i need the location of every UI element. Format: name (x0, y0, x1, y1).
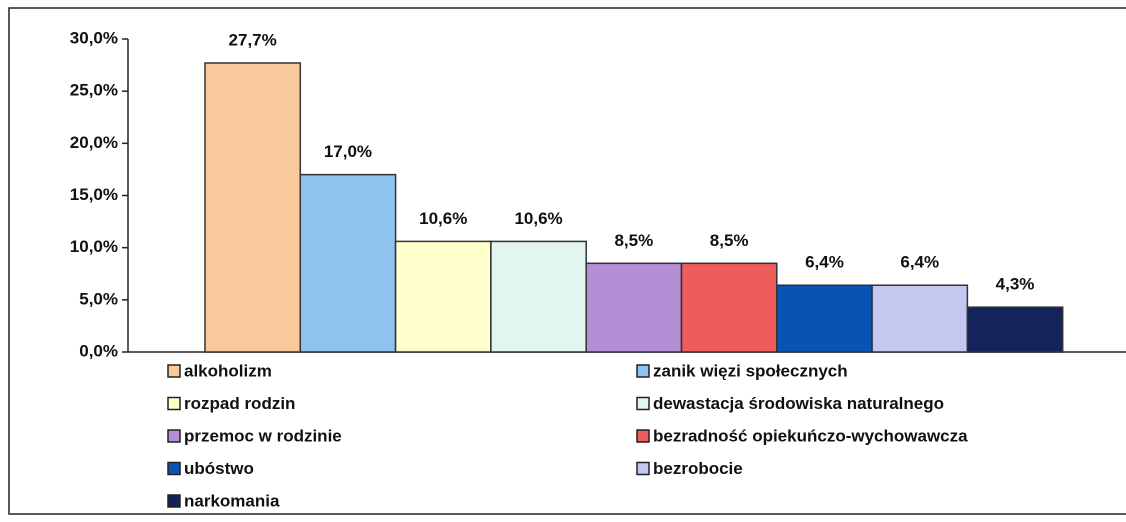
legend-label: ubóstwo (184, 459, 254, 478)
bar (204, 62, 302, 353)
legend-swatch (167, 494, 181, 508)
legend-label: rozpad rodzin (184, 394, 295, 413)
frame (8, 7, 1126, 515)
legend-swatch (167, 461, 181, 476)
y-tick-label: 5,0% (79, 289, 118, 308)
data-label: 6,4% (805, 253, 844, 272)
legend-swatch (167, 364, 181, 378)
legend-label: przemoc w rodzinie (184, 426, 342, 445)
data-label: 8,5% (710, 231, 749, 250)
bar (966, 306, 1064, 353)
y-tick-label: 10,0% (70, 237, 118, 256)
data-label: 6,4% (900, 253, 939, 272)
bar (871, 284, 969, 353)
data-label: 4,3% (996, 275, 1035, 294)
legend-swatch (636, 429, 650, 443)
data-label: 17,0% (324, 142, 372, 161)
legend-swatch (167, 396, 181, 411)
data-label: 8,5% (614, 231, 653, 250)
legend-swatch (636, 364, 650, 378)
data-label: 10,6% (419, 209, 467, 228)
y-tick-label: 30,0% (70, 28, 118, 47)
bar (776, 284, 873, 353)
legend-label: zanik więzi społecznych (653, 361, 848, 380)
y-tick-label: 15,0% (70, 185, 118, 204)
y-tick-label: 25,0% (70, 81, 118, 100)
legend-label: bezrobocie (653, 459, 743, 478)
legend-label: narkomania (184, 491, 280, 510)
legend-label: alkoholizm (184, 361, 272, 380)
bar (299, 173, 397, 353)
legend-swatch (636, 461, 650, 476)
bar (394, 240, 492, 353)
y-tick-label: 20,0% (70, 133, 118, 152)
legend-label: dewastacja środowiska naturalnego (653, 394, 944, 413)
bar (585, 262, 683, 353)
data-label: 27,7% (229, 30, 277, 49)
legend-swatch (636, 396, 650, 411)
y-tick-label: 0,0% (79, 341, 118, 360)
data-label: 10,6% (514, 209, 562, 228)
bar (680, 262, 778, 353)
bar (490, 240, 587, 353)
legend-swatch (167, 429, 181, 443)
legend-label: bezradność opiekuńczo-wychowawcza (653, 426, 968, 445)
